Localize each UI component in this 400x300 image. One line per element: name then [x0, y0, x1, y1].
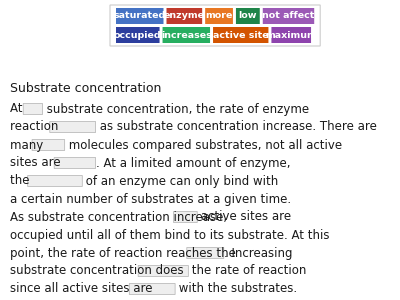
Text: the: the [10, 175, 33, 188]
FancyBboxPatch shape [213, 27, 268, 43]
FancyBboxPatch shape [50, 122, 96, 133]
FancyBboxPatch shape [110, 5, 320, 46]
Text: with the substrates.: with the substrates. [175, 283, 297, 296]
FancyBboxPatch shape [32, 140, 65, 151]
Text: more: more [205, 11, 233, 20]
Text: Substrate concentration: Substrate concentration [10, 82, 161, 95]
FancyBboxPatch shape [236, 8, 260, 24]
FancyBboxPatch shape [129, 284, 175, 295]
FancyBboxPatch shape [174, 212, 197, 223]
Text: . Increasing: . Increasing [224, 247, 292, 260]
FancyBboxPatch shape [138, 266, 188, 277]
Text: saturated: saturated [114, 11, 166, 20]
Text: as substrate concentration increase. There are: as substrate concentration increase. The… [96, 121, 376, 134]
Text: increases: increases [161, 31, 212, 40]
Text: of an enzyme can only bind with: of an enzyme can only bind with [82, 175, 278, 188]
Text: enzyme: enzyme [164, 11, 205, 20]
FancyBboxPatch shape [162, 27, 210, 43]
Text: low: low [239, 11, 257, 20]
Text: active site: active site [213, 31, 268, 40]
Text: As substrate concentration increase,: As substrate concentration increase, [10, 211, 231, 224]
Text: reaction: reaction [10, 121, 62, 134]
FancyBboxPatch shape [116, 8, 164, 24]
Text: occupied until all of them bind to its substrate. At this: occupied until all of them bind to its s… [10, 229, 330, 242]
Text: maximum: maximum [265, 31, 317, 40]
Text: sites are: sites are [10, 157, 64, 169]
Text: since all active sites are: since all active sites are [10, 283, 156, 296]
Text: . At a limited amount of enzyme,: . At a limited amount of enzyme, [96, 157, 290, 169]
Text: a certain number of substrates at a given time.: a certain number of substrates at a give… [10, 193, 291, 206]
FancyBboxPatch shape [28, 176, 82, 187]
Text: active sites are: active sites are [197, 211, 291, 224]
FancyBboxPatch shape [187, 248, 224, 259]
Text: the rate of reaction: the rate of reaction [188, 265, 307, 278]
Text: not affect: not affect [262, 11, 315, 20]
FancyBboxPatch shape [54, 158, 96, 169]
FancyBboxPatch shape [272, 27, 311, 43]
Text: occupied: occupied [114, 31, 162, 40]
FancyBboxPatch shape [263, 8, 314, 24]
Text: many: many [10, 139, 47, 152]
FancyBboxPatch shape [166, 8, 202, 24]
FancyBboxPatch shape [23, 103, 42, 115]
FancyBboxPatch shape [116, 27, 160, 43]
Text: substrate concentration does: substrate concentration does [10, 265, 187, 278]
FancyBboxPatch shape [205, 8, 233, 24]
Text: molecules compared substrates, not all active: molecules compared substrates, not all a… [65, 139, 342, 152]
Text: point, the rate of reaction reaches the: point, the rate of reaction reaches the [10, 247, 240, 260]
Text: substrate concentration, the rate of enzyme: substrate concentration, the rate of enz… [42, 103, 309, 116]
Text: At: At [10, 103, 26, 116]
